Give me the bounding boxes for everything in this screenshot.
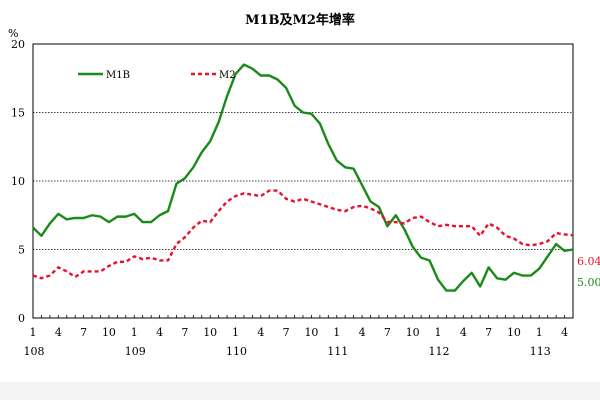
x-tick-label: 10 bbox=[203, 326, 217, 339]
x-tick-label: 1 bbox=[435, 326, 442, 339]
x-year-label: 113 bbox=[530, 345, 551, 358]
x-tick-label: 4 bbox=[460, 326, 467, 339]
grid-lines bbox=[33, 112, 573, 250]
x-year-label: 108 bbox=[24, 345, 45, 358]
x-tick-label: 7 bbox=[485, 326, 492, 339]
x-tick-label: 7 bbox=[283, 326, 290, 339]
x-tick-label: 1 bbox=[232, 326, 239, 339]
y-tick-label: 5 bbox=[18, 244, 25, 257]
legend-m2-label: M2 bbox=[219, 70, 236, 81]
end-label-m1b: 5.00 bbox=[577, 276, 600, 289]
x-year-label: 109 bbox=[125, 345, 146, 358]
x-tick-label: 10 bbox=[304, 326, 318, 339]
series-line-m2 bbox=[32, 189, 574, 280]
y-tick-label: 15 bbox=[11, 107, 25, 120]
series-line-m1b bbox=[32, 63, 574, 292]
legend: M1B M2 bbox=[78, 70, 236, 81]
x-tick-label: 7 bbox=[181, 326, 188, 339]
y-tick-label: 10 bbox=[11, 175, 25, 188]
x-year-label: 110 bbox=[226, 345, 247, 358]
x-tick-label: 1 bbox=[536, 326, 543, 339]
x-tick-label: 4 bbox=[359, 326, 366, 339]
x-tick-label: 10 bbox=[406, 326, 420, 339]
x-year-label: 112 bbox=[429, 345, 450, 358]
x-tick-label: 4 bbox=[55, 326, 62, 339]
x-year-label: 111 bbox=[327, 345, 348, 358]
x-tick-label: 7 bbox=[80, 326, 87, 339]
x-tick-label: 4 bbox=[156, 326, 163, 339]
y-axis-ticks: 0 5 10 15 20 bbox=[11, 38, 25, 325]
chart-title: M1B及M2年增率 bbox=[245, 12, 355, 28]
footer-band bbox=[0, 382, 600, 400]
y-tick-label: 0 bbox=[18, 312, 25, 325]
x-tick-label: 10 bbox=[507, 326, 521, 339]
legend-m1b-label: M1B bbox=[106, 70, 130, 81]
y-tick-label: 20 bbox=[11, 38, 25, 51]
series-lines bbox=[32, 63, 574, 292]
y-axis-label: % bbox=[8, 27, 18, 40]
end-label-m2: 6.04 bbox=[577, 255, 600, 268]
x-tick-label: 1 bbox=[131, 326, 138, 339]
x-tick-label: 4 bbox=[257, 326, 264, 339]
x-tick-label: 10 bbox=[102, 326, 116, 339]
x-tick-label: 1 bbox=[30, 326, 37, 339]
x-tick-label: 4 bbox=[561, 326, 568, 339]
x-tick-label: 1 bbox=[333, 326, 340, 339]
x-tick-label: 7 bbox=[384, 326, 391, 339]
